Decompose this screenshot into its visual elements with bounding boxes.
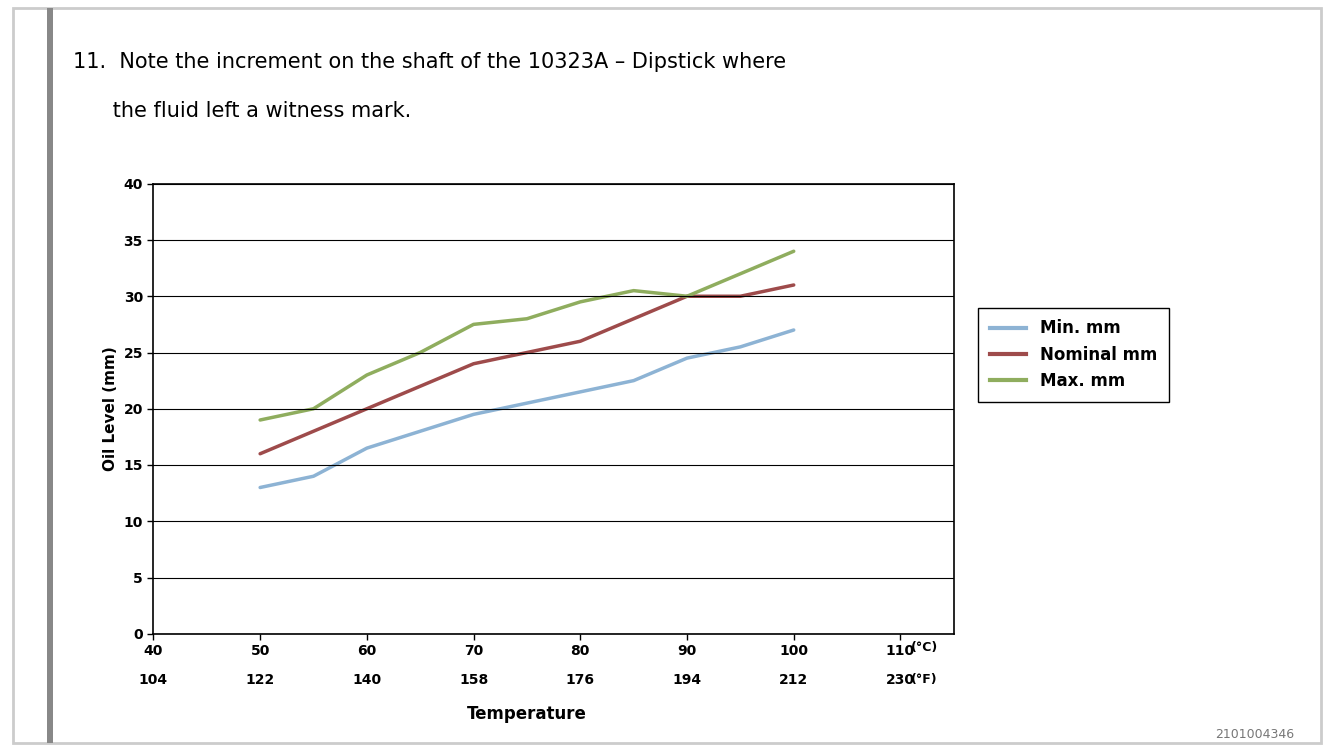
Text: the fluid left a witness mark.: the fluid left a witness mark. (73, 101, 412, 122)
Text: 122: 122 (245, 673, 275, 687)
Text: Temperature: Temperature (467, 705, 587, 723)
Y-axis label: Oil Level (mm): Oil Level (mm) (103, 346, 117, 471)
Text: 11.  Note the increment on the shaft of the 10323A – Dipstick where: 11. Note the increment on the shaft of t… (73, 53, 787, 73)
Text: (°C): (°C) (911, 641, 938, 654)
Text: (°F): (°F) (911, 673, 938, 686)
Text: 104: 104 (139, 673, 168, 687)
Text: 140: 140 (352, 673, 382, 687)
Legend: Min. mm, Nominal mm, Max. mm: Min. mm, Nominal mm, Max. mm (978, 308, 1169, 402)
Text: 194: 194 (672, 673, 702, 687)
Text: 2101004346: 2101004346 (1215, 728, 1294, 741)
Text: 212: 212 (779, 673, 808, 687)
Text: 176: 176 (566, 673, 595, 687)
Text: 230: 230 (886, 673, 915, 687)
Text: 158: 158 (459, 673, 488, 687)
